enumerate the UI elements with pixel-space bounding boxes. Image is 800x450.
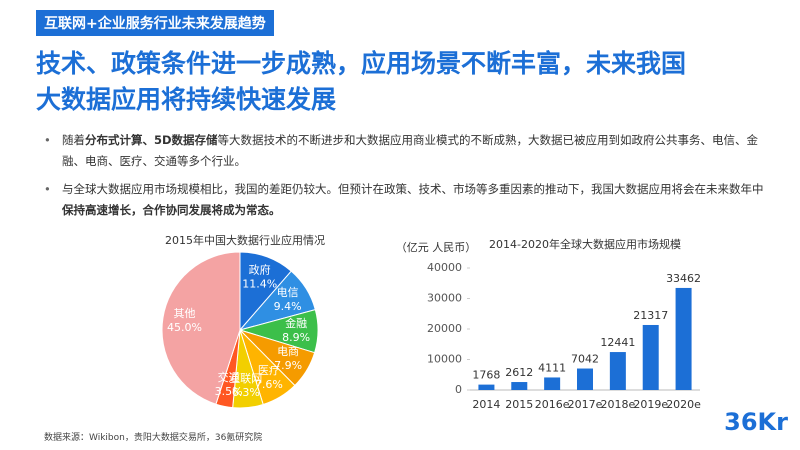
y-tick-label: 10000 — [427, 353, 462, 366]
x-tick-label: 2014 — [472, 398, 500, 411]
data-label: 7042 — [571, 353, 599, 366]
bar — [675, 287, 692, 390]
slice-label: 电商 — [277, 344, 299, 358]
bar — [609, 352, 626, 390]
x-tick-label: 2016e — [535, 398, 570, 411]
slice-label: 金融 — [285, 316, 307, 330]
y-tick-label: 30000 — [427, 292, 462, 305]
data-label: 2612 — [505, 366, 533, 379]
data-label: 1768 — [472, 369, 500, 382]
chart-title: 2014-2020年全球大数据应用市场规模 — [489, 237, 681, 251]
x-tick-label: 2019e — [633, 398, 668, 411]
bullet-text: 等大数据技术的不断进步和大数据应用商业模式的不断成熟，大数据已被应用到如政府公共… — [62, 133, 759, 168]
x-tick-label: 2015 — [505, 398, 533, 411]
bar — [544, 377, 561, 390]
slice-label: 互联网 — [229, 372, 262, 385]
title-line: 技术、政策条件进一步成熟，应用场景不断丰富，未来我国 — [36, 49, 687, 78]
bar — [511, 382, 528, 390]
x-tick-label: 2018e — [600, 398, 635, 411]
bullet-text: 分布式计算、5D数据存储 — [85, 133, 218, 147]
bullet: 随着分布式计算、5D数据存储等大数据技术的不断进步和大数据应用商业模式的不断成熟… — [44, 130, 764, 172]
bullet-text: 保持高速增长，合作协同发展将成为常态。 — [62, 203, 281, 217]
header-tag: 互联网+企业服务行业未来发展趋势 — [36, 10, 274, 36]
slice-value: 8.9% — [282, 331, 310, 344]
y-axis-label: （亿元 人民币） — [396, 241, 477, 254]
slice-value: 11.4% — [242, 277, 277, 290]
pie-slice — [161, 251, 241, 405]
y-tick-label: 40000 — [427, 261, 462, 274]
x-tick-label: 2020e — [666, 398, 701, 411]
slice-value: 6.3% — [232, 386, 260, 399]
bar — [577, 368, 593, 390]
data-label: 12441 — [600, 336, 635, 349]
bar — [642, 324, 659, 390]
chart-title: 2015年中国大数据行业应用情况 — [165, 233, 325, 247]
bullet-text: 与全球大数据应用市场规模相比，我国的差距仍较大。但预计在政策、技术、市场等多重因… — [62, 182, 764, 196]
data-label: 33462 — [666, 272, 701, 285]
bullet-text: 随着 — [62, 133, 85, 147]
data-label: 4111 — [538, 361, 566, 374]
data-label: 21317 — [633, 309, 668, 322]
slide-title: 技术、政策条件进一步成熟，应用场景不断丰富，未来我国 大数据应用将持续快速发展 — [36, 46, 686, 118]
slice-value: 7.6% — [255, 378, 283, 391]
logo: 36Kr — [724, 408, 788, 436]
y-tick-label: 0 — [455, 383, 462, 396]
slice-value: 3.5% — [215, 385, 243, 398]
bullet: 与全球大数据应用市场规模相比，我国的差距仍较大。但预计在政策、技术、市场等多重因… — [44, 179, 764, 221]
source-note: 数据来源：Wikibon，贵阳大数据交易所，36氪研究院 — [44, 433, 263, 443]
slice-label: 医疗 — [258, 363, 280, 377]
slice-value: 9.4% — [274, 300, 302, 313]
bullet-list: 随着分布式计算、5D数据存储等大数据技术的不断进步和大数据应用商业模式的不断成熟… — [44, 130, 764, 228]
title-line: 大数据应用将持续快速发展 — [36, 85, 337, 114]
slice-value: 45.0% — [167, 321, 202, 334]
x-tick-label: 2017e — [568, 398, 603, 411]
bar — [478, 384, 495, 390]
slice-label: 交通 — [218, 370, 240, 384]
slice-value: 7.9% — [274, 359, 302, 372]
slice-label: 电信 — [277, 286, 299, 299]
y-tick-label: 20000 — [427, 322, 462, 335]
slice-label: 政府 — [249, 262, 271, 276]
slice-label: 其他 — [174, 307, 196, 320]
